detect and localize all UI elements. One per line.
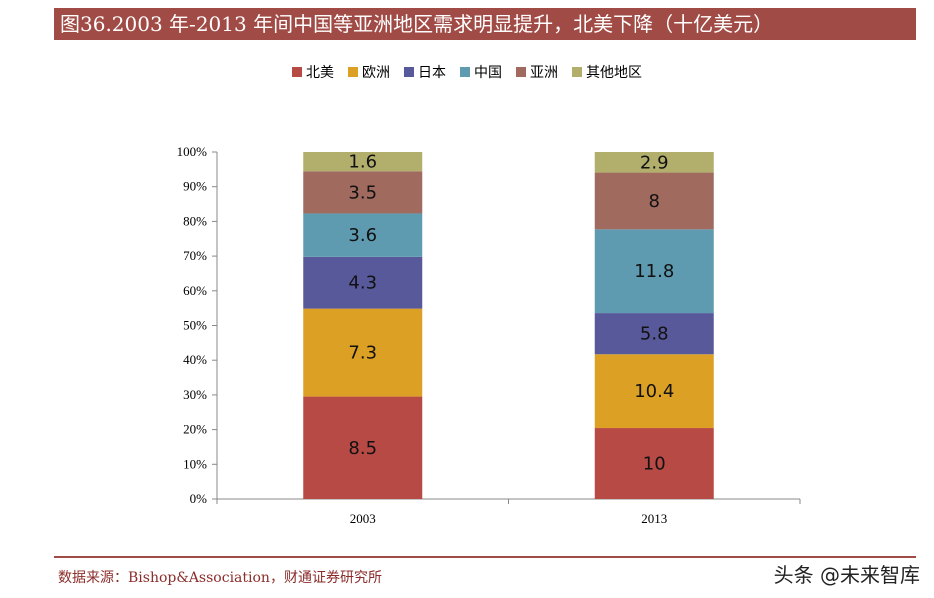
data-label: 3.5 [348, 182, 377, 203]
y-tick-label: 60% [183, 283, 207, 298]
legend-label: 欧洲 [362, 65, 390, 81]
x-tick-label: 2013 [641, 511, 667, 526]
legend: 北美 欧洲 日本 中国 亚洲 其他地区 [0, 62, 934, 82]
legend-swatch [404, 67, 414, 77]
data-label: 11.8 [634, 261, 674, 282]
legend-label: 日本 [418, 65, 446, 81]
source-divider [54, 556, 916, 558]
legend-label: 北美 [306, 65, 334, 81]
legend-label: 中国 [474, 65, 502, 81]
data-label: 10.4 [634, 381, 674, 402]
y-tick-label: 100% [177, 144, 208, 159]
data-label: 4.3 [348, 273, 377, 294]
legend-swatch [292, 67, 302, 77]
legend-label: 其他地区 [586, 65, 642, 81]
legend-swatch [460, 67, 470, 77]
bar-segment [303, 396, 423, 499]
legend-swatch [572, 67, 582, 77]
data-label: 8 [649, 191, 660, 212]
legend-item: 北美 [292, 62, 334, 82]
bar-segment [594, 313, 714, 355]
y-tick-label: 70% [183, 248, 207, 263]
data-label: 5.8 [640, 324, 669, 345]
bar-segment [594, 229, 714, 314]
y-tick-label: 40% [183, 352, 207, 367]
legend-item: 其他地区 [572, 62, 642, 82]
y-tick-label: 50% [183, 318, 207, 333]
bar-segment [303, 171, 423, 214]
data-label: 7.3 [348, 343, 377, 364]
legend-item: 亚洲 [516, 62, 558, 82]
legend-item: 日本 [404, 62, 446, 82]
bar-segment [303, 256, 423, 309]
y-tick-label: 80% [183, 213, 207, 228]
bar-segment [594, 354, 714, 429]
y-tick-label: 10% [183, 456, 207, 471]
bar-segment [303, 213, 423, 257]
bar-segment [303, 308, 423, 397]
legend-item: 中国 [460, 62, 502, 82]
data-label: 2.9 [640, 152, 669, 173]
watermark: 头条 @未来智库 [773, 563, 920, 587]
y-tick-label: 30% [183, 387, 207, 402]
data-label: 8.5 [348, 438, 377, 459]
legend-swatch [516, 67, 526, 77]
data-label: 1.6 [348, 152, 377, 173]
bar-segment [594, 172, 714, 230]
y-tick-label: 0% [190, 491, 208, 506]
legend-label: 亚洲 [530, 65, 558, 81]
chart-title: 图36.2003 年-2013 年间中国等亚洲地区需求明显提升，北美下降（十亿美… [54, 8, 916, 40]
data-label: 10 [643, 454, 666, 475]
y-tick-label: 90% [183, 179, 207, 194]
legend-swatch [348, 67, 358, 77]
bar-segment [594, 428, 714, 499]
bar-segment [303, 152, 423, 172]
legend-item: 欧洲 [348, 62, 390, 82]
x-tick-label: 2003 [350, 511, 376, 526]
data-label: 3.6 [348, 225, 377, 246]
data-source: 数据来源：Bishop&Association，财通证券研究所 [58, 570, 382, 586]
y-tick-label: 20% [183, 422, 207, 437]
bar-segment [594, 152, 714, 173]
